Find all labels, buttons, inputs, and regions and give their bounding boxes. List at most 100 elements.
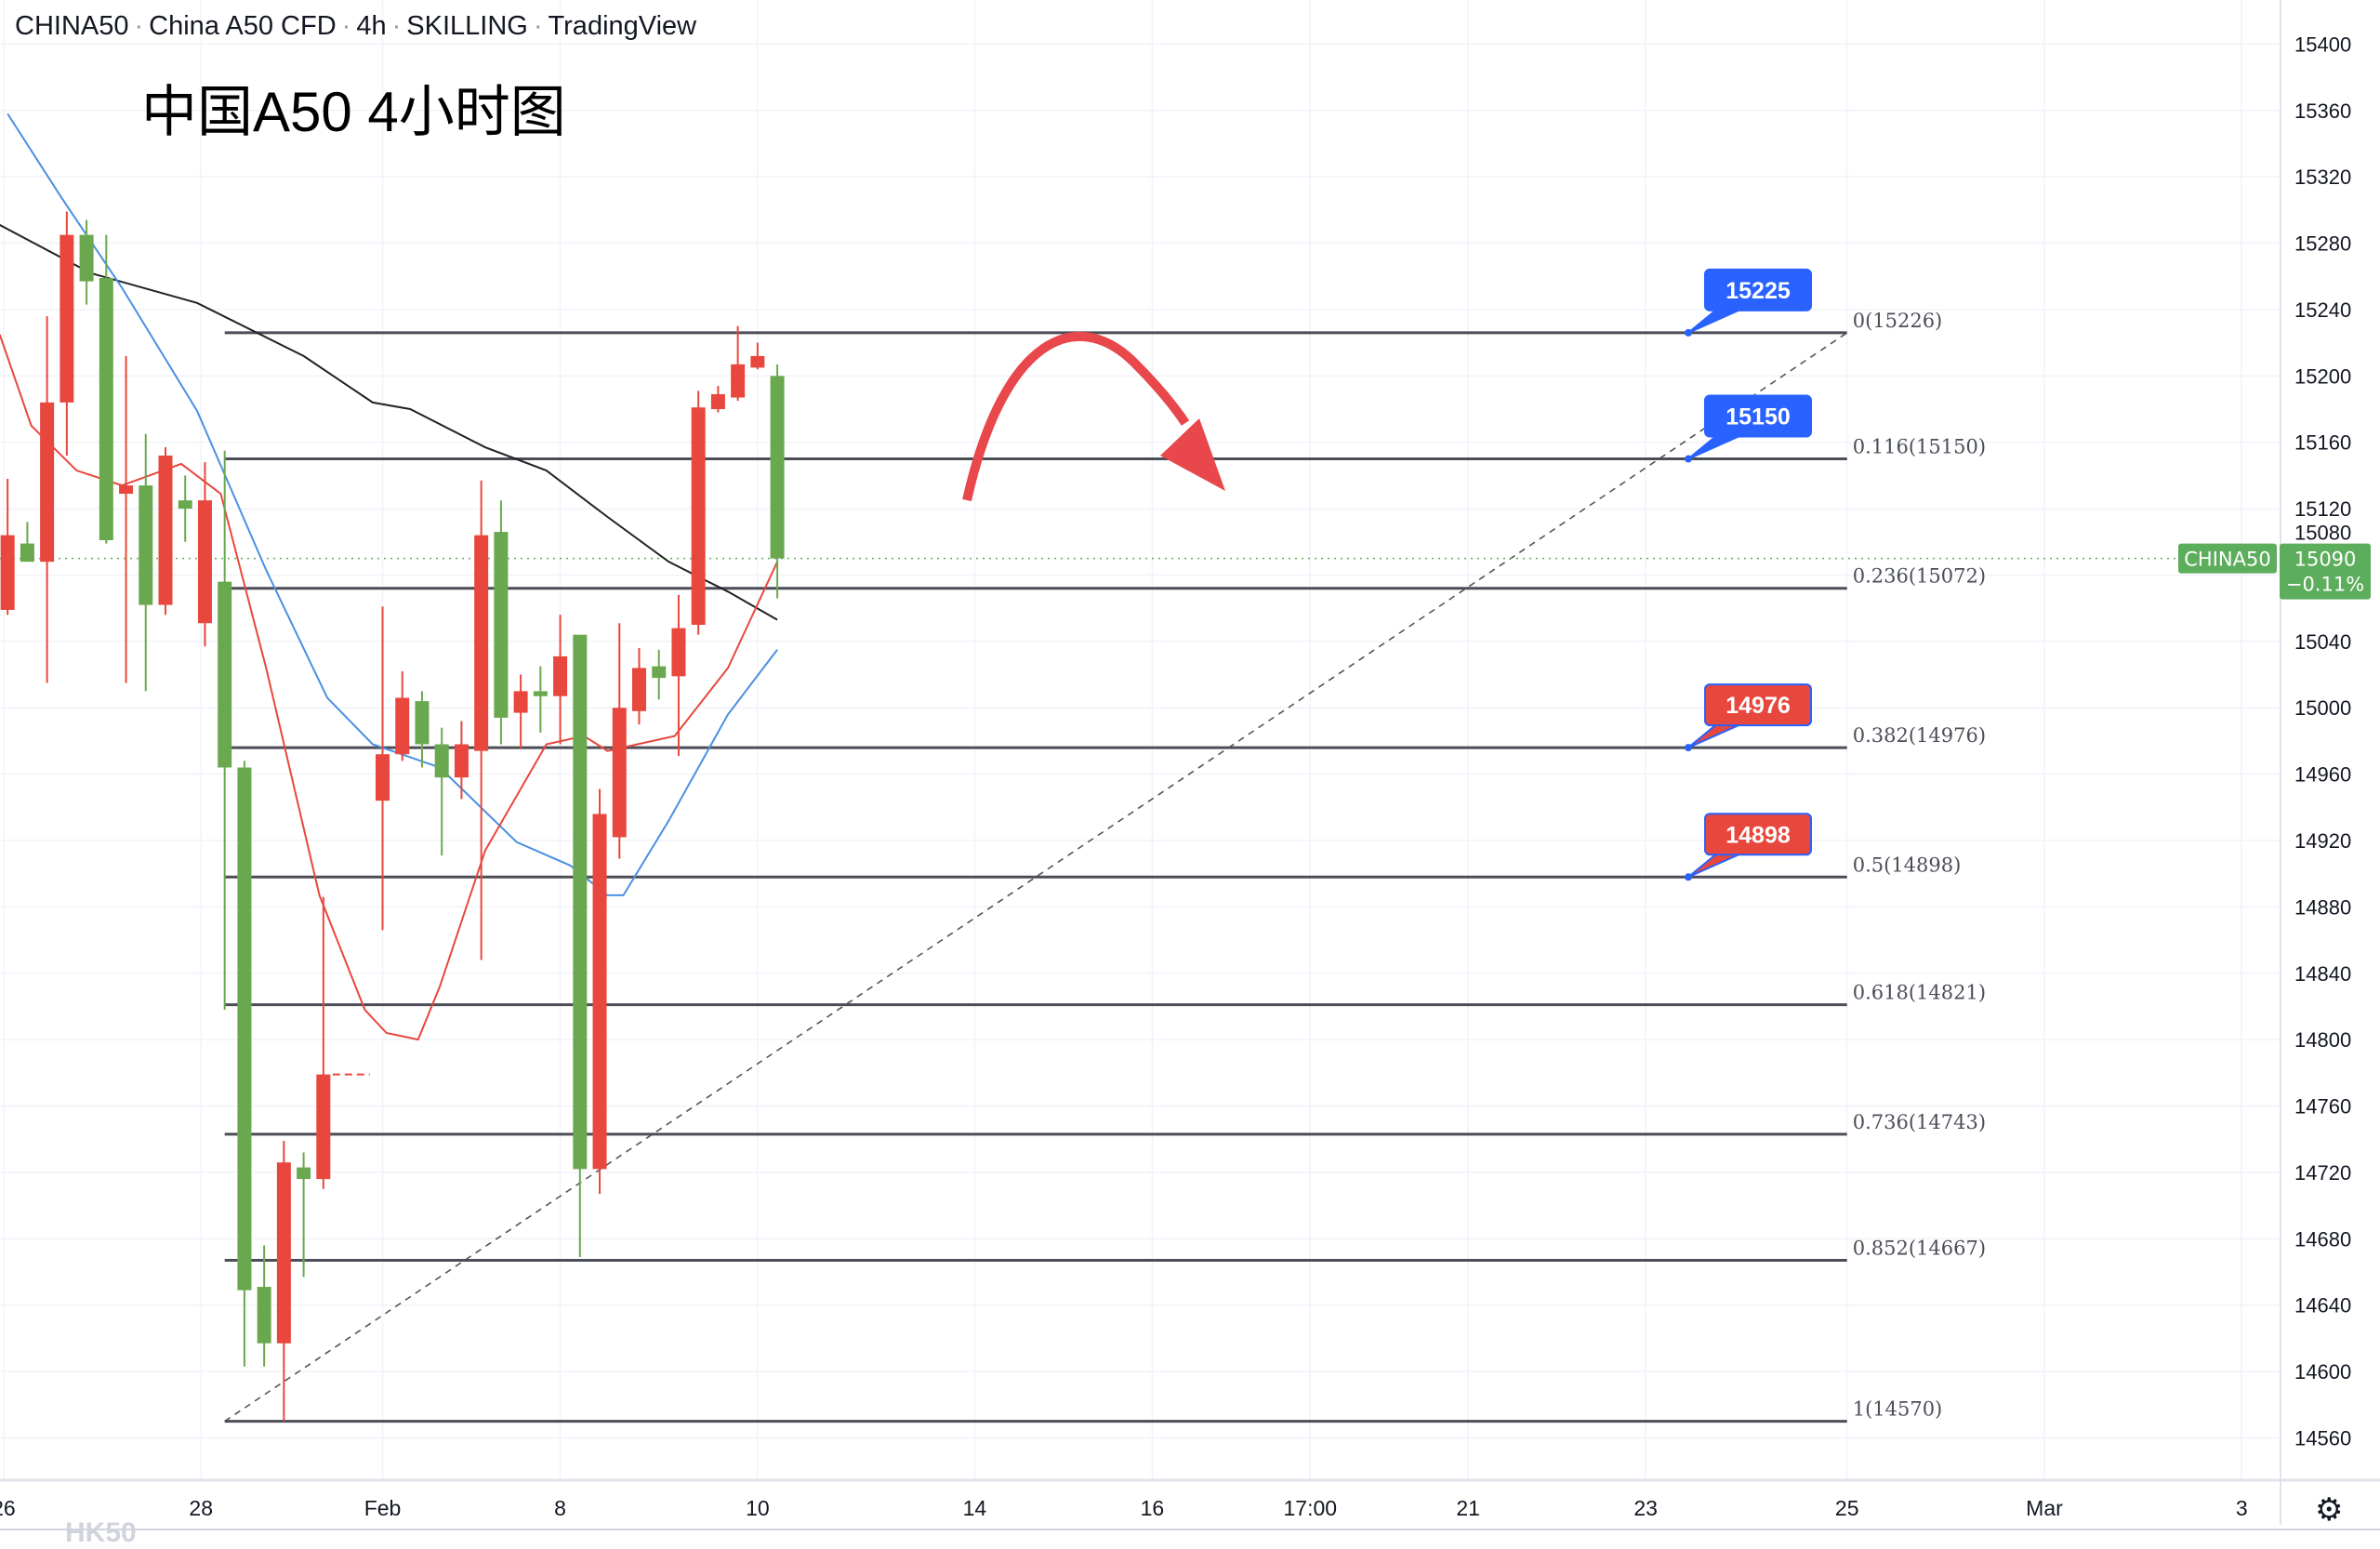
candle-body	[99, 278, 113, 540]
time-tick-label: Feb	[364, 1496, 402, 1520]
watermark: HK50	[65, 1517, 137, 1548]
candle-body	[710, 393, 725, 410]
price-tick-label: 15120	[2294, 497, 2351, 521]
callout-box	[1704, 394, 1812, 438]
candle-body	[691, 407, 706, 626]
time-tick-label: 21	[1456, 1496, 1480, 1520]
moving-average-line	[0, 224, 778, 621]
curved-arrow-icon	[962, 331, 1190, 502]
price-tick-label: 15200	[2294, 364, 2351, 388]
callout-anchor	[1685, 744, 1692, 752]
candle-body	[474, 535, 489, 751]
candle-body	[415, 701, 430, 745]
candle-body	[257, 1287, 271, 1344]
candle-body	[434, 744, 449, 778]
price-tick-label: 14640	[2294, 1294, 2351, 1317]
candle-body	[316, 1074, 331, 1180]
candle-body	[237, 767, 252, 1291]
candle-body	[218, 581, 232, 768]
time-tick-label: 3	[2236, 1496, 2248, 1520]
price-tick-label: 14720	[2294, 1161, 2351, 1185]
callout-box	[1704, 813, 1812, 856]
price-tick-label: 14680	[2294, 1227, 2351, 1251]
candle-body	[119, 485, 134, 495]
fib-level-label: 0.116(15150)	[1853, 436, 1986, 458]
candle-body	[631, 668, 646, 711]
symbol: CHINA50	[15, 11, 129, 41]
price-tick-label: 14600	[2294, 1360, 2351, 1384]
price-tick-label: 15240	[2294, 298, 2351, 322]
candle-body	[652, 666, 667, 679]
time-tick-label: 28	[189, 1496, 213, 1520]
candle-body	[139, 485, 153, 605]
candle-body	[297, 1167, 311, 1180]
candle-body	[0, 535, 15, 610]
price-tick-label: 15080	[2294, 522, 2351, 545]
time-tick-label: 10	[746, 1496, 770, 1520]
time-tick-label: 26	[0, 1496, 16, 1520]
arrow-head-icon	[1160, 418, 1225, 491]
candle-body	[770, 376, 785, 559]
candle-body	[750, 355, 765, 368]
time-tick-label: 23	[1633, 1496, 1658, 1520]
candle-body	[197, 500, 212, 624]
price-tick-label: 14560	[2294, 1426, 2351, 1450]
price-tick-label: 14760	[2294, 1095, 2351, 1119]
time-tick-label: 8	[554, 1496, 566, 1520]
candle-body	[276, 1162, 291, 1344]
callout-label: 15225	[1726, 278, 1791, 304]
time-tick-label: 25	[1835, 1496, 1859, 1520]
callout-anchor	[1685, 455, 1692, 463]
symbol-tag-label: CHINA50	[2184, 549, 2270, 571]
candle-body	[40, 402, 55, 563]
candle-body	[592, 814, 607, 1170]
candle-body	[612, 708, 627, 838]
moving-average-line	[7, 113, 778, 896]
last-price-change: −0.11%	[2286, 574, 2364, 596]
price-tick-label: 14960	[2294, 763, 2351, 787]
candle-body	[79, 234, 94, 282]
time-tick-label: 16	[1141, 1496, 1165, 1520]
callout-label: 14898	[1726, 822, 1791, 848]
candle-body	[178, 500, 192, 510]
chart-header: CHINA50 · China A50 CFD · 4h · SKILLING · Tradin…	[15, 11, 697, 41]
settings-gear-icon[interactable]: ⚙	[2315, 1492, 2344, 1528]
last-price-value: 15090	[2294, 549, 2357, 571]
fib-level-label: 0.852(14667)	[1853, 1238, 1986, 1260]
fib-level-label: 1(14570)	[1853, 1398, 1943, 1421]
candle-body	[494, 532, 509, 718]
price-tick-label: 14840	[2294, 962, 2351, 986]
price-tick-label: 15000	[2294, 696, 2351, 720]
candle-body	[573, 634, 588, 1170]
fib-level-label: 0.618(14821)	[1853, 982, 1986, 1004]
callout-anchor	[1685, 328, 1692, 337]
symbol-price-tag	[2178, 543, 2277, 574]
candle-body	[395, 697, 410, 755]
fib-level-label: 0.5(14898)	[1853, 854, 1962, 876]
time-tick-label: 17:00	[1283, 1496, 1337, 1520]
callout-label: 15150	[1726, 404, 1791, 430]
price-tick-label: 14880	[2294, 895, 2351, 919]
callout-anchor	[1685, 873, 1692, 881]
price-tick-label: 15160	[2294, 431, 2351, 455]
price-tick-label: 15280	[2294, 232, 2351, 256]
source: TradingView	[548, 11, 697, 41]
callout-label: 14976	[1726, 693, 1791, 719]
price-tick-label: 14800	[2294, 1028, 2351, 1052]
last-price-tag	[2280, 543, 2371, 600]
candle-body	[60, 234, 74, 403]
callout-box	[1704, 268, 1812, 311]
candle-body	[533, 691, 548, 696]
time-tick-label: Mar	[2026, 1496, 2063, 1520]
fib-level-label: 0.382(14976)	[1853, 724, 1986, 747]
candle-body	[671, 628, 686, 677]
annotation-title: 中国A50 4小时图	[141, 81, 566, 143]
moving-average-line	[0, 334, 779, 1041]
price-tick-label: 15400	[2294, 33, 2351, 56]
instrument-name: China A50 CFD	[149, 11, 337, 41]
candle-body	[553, 655, 568, 696]
candle-body	[376, 754, 390, 801]
fib-level-label: 0.736(14743)	[1853, 1111, 1986, 1133]
callout-box	[1704, 683, 1812, 727]
